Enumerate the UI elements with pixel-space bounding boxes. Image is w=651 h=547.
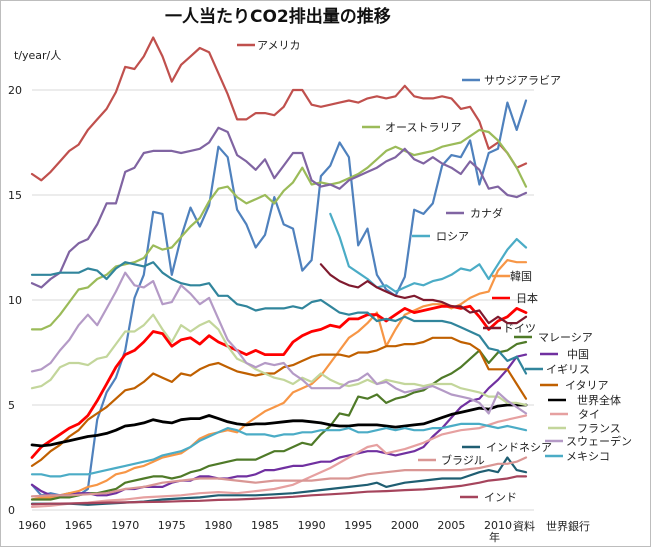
x-tick-label: 1995 (344, 519, 372, 532)
x-axis-label: 年 (489, 530, 500, 544)
series-line-10 (30, 261, 528, 375)
x-tick-label: 1965 (65, 519, 93, 532)
y-tick-label: 20 (8, 84, 22, 97)
x-tick-label: 2010 (484, 519, 512, 532)
series-label: アメリカ (257, 39, 300, 52)
series-label: ドイツ (503, 322, 536, 335)
series-label: インド (484, 491, 517, 504)
series-label: 韓国 (510, 270, 532, 283)
y-tick-label: 15 (8, 189, 22, 202)
x-tick-label: 2005 (437, 519, 465, 532)
series-line-19 (30, 475, 528, 506)
y-axis-unit: t/year/人 (14, 49, 61, 62)
x-tick-labels: 1960 1965 1970 1975 1980 1985 1990 1995 2000 2005… (18, 519, 512, 532)
label-leaders (237, 43, 568, 499)
source-note: 資料 世界銀行 (513, 519, 590, 533)
series-lines (30, 36, 528, 508)
series-label: ブラジル (441, 453, 485, 467)
series-line-7 (319, 263, 528, 325)
series-labels: アメリカサウジアラビアオーストラリアカナダロシア韓国日本ドイツマレーシア中国イギ… (257, 39, 632, 504)
series-line-8 (30, 340, 528, 501)
series-label: オーストラリア (385, 121, 461, 134)
series-line-17 (30, 456, 528, 498)
series-label: イタリア (565, 379, 609, 392)
gridlines (32, 89, 534, 511)
series-label: メキシコ (566, 450, 610, 463)
series-label: マレーシア (538, 331, 593, 344)
series-line-3 (30, 126, 528, 289)
series-line-15 (30, 271, 528, 415)
series-label: タイ (578, 408, 600, 421)
series-line-2 (30, 128, 528, 331)
x-tick-label: 1970 (111, 519, 139, 532)
x-tick-label: 1990 (298, 519, 326, 532)
series-label: フランス (577, 422, 621, 435)
series-label: サウジアラビア (484, 74, 561, 87)
y-tick-labels: 0 5 10 15 20 (8, 84, 22, 517)
series-label: 世界全体 (577, 393, 621, 407)
series-line-9 (30, 353, 528, 497)
y-tick-label: 5 (8, 399, 15, 412)
series-line-12 (30, 403, 528, 448)
series-line-11 (30, 336, 528, 467)
series-label: インドネシア (486, 441, 552, 454)
chart-title: 一人当たりCO2排出量の推移 (165, 6, 391, 27)
x-tick-label: 1975 (158, 519, 186, 532)
series-line-6 (30, 304, 528, 459)
series-line-18 (30, 422, 528, 478)
x-tick-label: 2000 (391, 519, 419, 532)
x-tick-label: 1980 (204, 519, 232, 532)
series-label: ロシア (436, 230, 469, 243)
series-label: 中国 (567, 348, 589, 361)
series-line-4 (329, 212, 528, 293)
series-label: カナダ (470, 206, 503, 220)
y-tick-label: 10 (8, 294, 22, 307)
series-label: スウェーデン (566, 434, 632, 448)
x-tick-label: 1985 (251, 519, 279, 532)
y-tick-label: 0 (8, 504, 15, 517)
series-line-14 (30, 313, 528, 407)
series-label: 日本 (516, 291, 538, 305)
series-line-0 (30, 36, 528, 182)
x-tick-label: 1960 (18, 519, 46, 532)
series-label: イギリス (546, 363, 590, 376)
